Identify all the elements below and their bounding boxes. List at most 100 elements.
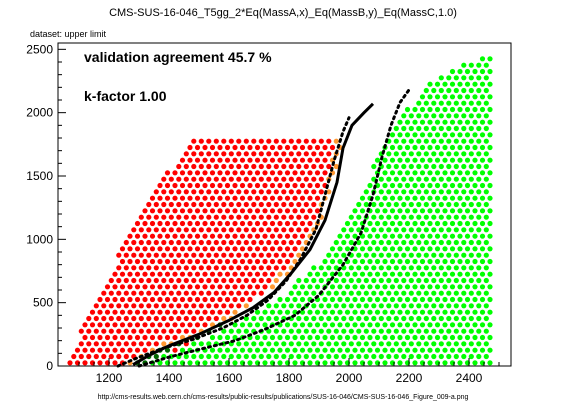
data-point [442,348,447,353]
data-point [364,240,369,245]
data-point [439,341,444,346]
data-point [199,202,204,207]
data-point [285,221,290,226]
data-point [420,297,425,302]
data-point [229,253,234,258]
data-point [472,335,477,340]
data-point [217,335,222,340]
chart-footer: http://cms-results.web.cern.ch/cms-resul… [98,394,469,401]
data-point [457,208,462,213]
data-point [352,310,357,315]
data-point [244,329,249,334]
data-point [311,215,316,220]
data-point [251,278,256,283]
data-point [161,177,166,182]
data-point [356,215,361,220]
data-point [300,284,305,289]
data-point [139,253,144,258]
data-point [480,310,485,315]
data-point [161,291,166,296]
data-point [262,335,267,340]
data-point [424,215,429,220]
data-point [322,348,327,353]
data-point [240,158,245,163]
data-point [409,265,414,270]
data-point [315,272,320,277]
data-point [420,348,425,353]
data-point [251,215,256,220]
data-point [289,202,294,207]
data-point [469,329,474,334]
data-point [386,202,391,207]
data-point [154,316,159,321]
data-point [450,234,455,239]
data-point [210,208,215,213]
data-point [304,227,309,232]
data-point [424,291,429,296]
data-point [131,253,136,258]
data-point [334,303,339,308]
data-point [210,234,215,239]
data-point [229,177,234,182]
data-point [439,215,444,220]
data-point [180,183,185,188]
data-point [300,196,305,201]
data-point [135,259,140,264]
data-point [217,348,222,353]
data-point [457,158,462,163]
data-point [337,348,342,353]
data-point [487,170,492,175]
data-point [232,272,237,277]
data-point [319,303,324,308]
data-point [304,278,309,283]
data-point [199,265,204,270]
data-point [379,202,384,207]
data-point [412,284,417,289]
data-point [424,240,429,245]
data-point [244,354,249,359]
data-point [450,196,455,201]
data-point [255,234,260,239]
data-point [487,208,492,213]
data-point [454,113,459,118]
data-point [266,354,271,359]
data-point [229,278,234,283]
data-point [375,208,380,213]
data-point [435,170,440,175]
data-point [322,335,327,340]
data-point [375,221,380,226]
data-point [251,177,256,182]
data-point [274,278,279,283]
data-point [480,221,485,226]
data-point [349,329,354,334]
data-point [401,303,406,308]
data-point [214,291,219,296]
data-point [454,189,459,194]
data-point [247,196,252,201]
data-point [289,303,294,308]
data-point [150,234,155,239]
data-point [371,164,376,169]
data-point [439,253,444,258]
data-point [172,246,177,251]
data-point [461,329,466,334]
data-point [442,183,447,188]
data-point [225,310,230,315]
data-point [270,259,275,264]
data-point [304,291,309,296]
data-point [364,227,369,232]
data-point [446,139,451,144]
data-point [401,291,406,296]
data-point [150,259,155,264]
data-point [379,215,384,220]
data-point [487,360,492,365]
data-point [442,94,447,99]
data-point [184,202,189,207]
data-point [405,221,410,226]
data-point [307,170,312,175]
data-point [172,272,177,277]
data-point [454,75,459,80]
data-point [244,202,249,207]
data-point [229,189,234,194]
data-point [214,227,219,232]
